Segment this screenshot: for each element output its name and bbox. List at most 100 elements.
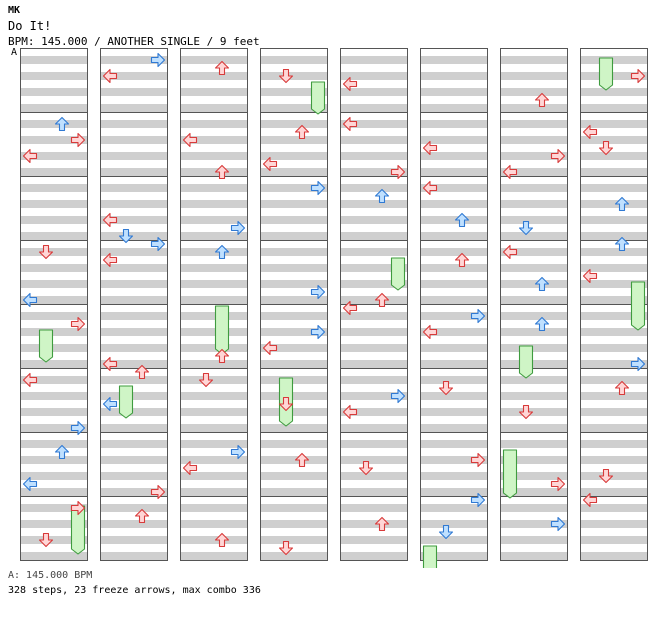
beat-stripe xyxy=(100,408,168,416)
beat-stripe xyxy=(260,56,328,64)
beat-stripe xyxy=(260,280,328,288)
measure-box xyxy=(580,496,648,561)
beat-stripe xyxy=(340,344,408,352)
beat-stripe xyxy=(20,248,88,256)
beat-stripe xyxy=(580,184,648,192)
beat-stripe xyxy=(100,296,168,304)
beat-stripe xyxy=(260,424,328,432)
beat-stripe xyxy=(580,312,648,320)
beat-stripe xyxy=(180,312,248,320)
beat-stripe xyxy=(580,72,648,80)
beat-stripe xyxy=(180,248,248,256)
beat-stripe xyxy=(340,168,408,176)
beat-stripe xyxy=(500,72,568,80)
beat-stripe xyxy=(420,424,488,432)
beat-stripe xyxy=(340,88,408,96)
beat-stripe xyxy=(20,280,88,288)
beat-stripe xyxy=(180,360,248,368)
beat-stripe xyxy=(420,312,488,320)
beat-stripe xyxy=(340,280,408,288)
beat-stripe xyxy=(20,536,88,544)
measure-box xyxy=(180,496,248,561)
left-arrow xyxy=(502,244,518,260)
beat-stripe xyxy=(500,344,568,352)
beat-stripe xyxy=(340,376,408,384)
right-arrow xyxy=(630,68,646,84)
up-arrow xyxy=(214,164,230,180)
beat-stripe xyxy=(20,344,88,352)
beat-stripe xyxy=(420,248,488,256)
beat-stripe xyxy=(420,392,488,400)
beat-stripe xyxy=(180,56,248,64)
beat-stripe xyxy=(500,136,568,144)
beat-stripe xyxy=(340,104,408,112)
beat-stripe xyxy=(20,376,88,384)
beat-stripe xyxy=(180,376,248,384)
beat-stripe xyxy=(180,456,248,464)
beat-stripe xyxy=(340,312,408,320)
beat-stripe xyxy=(580,136,648,144)
beat-stripe xyxy=(500,424,568,432)
beat-stripe xyxy=(420,232,488,240)
beat-stripe xyxy=(20,136,88,144)
down-arrow xyxy=(518,404,534,420)
up-arrow xyxy=(134,364,150,380)
beat-stripe xyxy=(100,504,168,512)
beat-stripe xyxy=(260,232,328,240)
beat-stripe xyxy=(180,280,248,288)
up-arrow xyxy=(454,212,470,228)
beat-stripe xyxy=(260,216,328,224)
beat-stripe xyxy=(180,472,248,480)
left-arrow xyxy=(342,76,358,92)
left-arrow xyxy=(582,124,598,140)
beat-stripe xyxy=(580,104,648,112)
right-arrow xyxy=(230,444,246,460)
beat-stripe xyxy=(100,88,168,96)
up-arrow xyxy=(454,252,470,268)
up-arrow xyxy=(374,292,390,308)
beat-stripe xyxy=(580,440,648,448)
beat-stripe xyxy=(20,168,88,176)
beat-stripe xyxy=(340,72,408,80)
beat-stripe xyxy=(180,552,248,560)
beat-stripe xyxy=(20,424,88,432)
right-arrow xyxy=(70,132,86,148)
beat-stripe xyxy=(580,56,648,64)
beat-stripe xyxy=(100,344,168,352)
beat-stripe xyxy=(580,88,648,96)
beat-stripe xyxy=(500,456,568,464)
beat-stripe xyxy=(100,424,168,432)
beat-stripe xyxy=(260,536,328,544)
right-arrow xyxy=(310,324,326,340)
beat-stripe xyxy=(420,408,488,416)
beat-stripe xyxy=(180,72,248,80)
up-arrow xyxy=(214,60,230,76)
beat-stripe xyxy=(260,472,328,480)
beat-stripe xyxy=(500,264,568,272)
beat-stripe xyxy=(420,264,488,272)
beat-stripe xyxy=(180,136,248,144)
beat-stripe xyxy=(260,392,328,400)
beat-stripe xyxy=(20,312,88,320)
beat-stripe xyxy=(20,216,88,224)
beat-stripe xyxy=(180,536,248,544)
beat-stripe xyxy=(420,216,488,224)
down-arrow xyxy=(38,244,54,260)
right-arrow xyxy=(70,316,86,332)
beat-stripe xyxy=(20,232,88,240)
beat-stripe xyxy=(180,184,248,192)
beat-stripe xyxy=(500,296,568,304)
beat-stripe xyxy=(420,104,488,112)
beat-stripe xyxy=(420,520,488,528)
down-arrow xyxy=(438,524,454,540)
beat-stripe xyxy=(340,296,408,304)
left-arrow xyxy=(422,324,438,340)
beat-stripe xyxy=(260,328,328,336)
right-arrow xyxy=(310,180,326,196)
song-title: Do It! xyxy=(8,19,52,33)
measure-box xyxy=(340,496,408,561)
beat-stripe xyxy=(260,344,328,352)
left-arrow xyxy=(342,300,358,316)
beat-stripe xyxy=(20,72,88,80)
freeze-arrow xyxy=(598,57,614,91)
